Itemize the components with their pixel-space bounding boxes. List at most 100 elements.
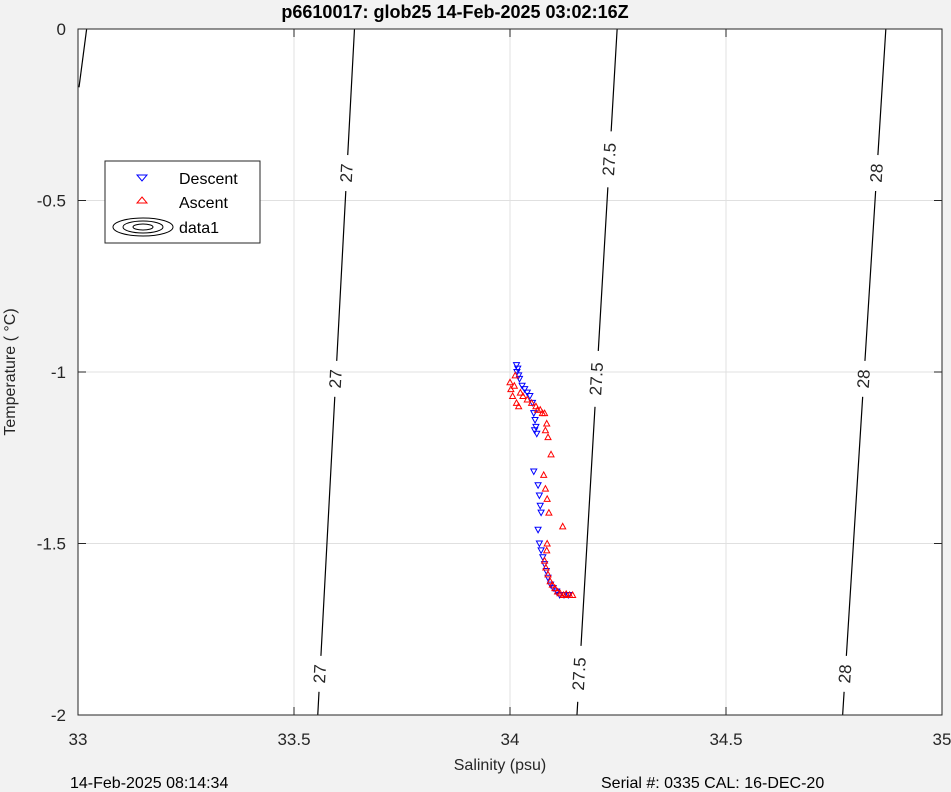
- contour-label: 28: [854, 369, 874, 389]
- ascent-point: [511, 371, 520, 379]
- ascent-point: [543, 539, 551, 547]
- footer-timestamp: 14-Feb-2025 08:14:34: [70, 775, 228, 792]
- descent-point: [518, 382, 526, 390]
- ascent-point: [559, 590, 568, 598]
- descent-point: [532, 423, 540, 431]
- ascent-point: [516, 388, 525, 396]
- axis-ticks: 33 33.5 34 34.5 35 0 -0.5 -1 -1.5 -2: [37, 20, 951, 749]
- ascent-point: [507, 385, 515, 393]
- x-axis-label: Salinity (psu): [454, 757, 546, 774]
- x-tick-label: 33: [69, 730, 88, 749]
- descent-point: [529, 468, 538, 476]
- ascent-point: [523, 395, 532, 403]
- legend-ascent-label: Ascent: [179, 195, 228, 212]
- ascent-point: [541, 484, 550, 492]
- descent-point: [531, 417, 539, 425]
- descent-point: [513, 365, 522, 373]
- footer-serial-cal: Serial #: 0335 CAL: 16-DEC-20: [601, 775, 824, 792]
- descent-point: [526, 393, 534, 401]
- ascent-point: [568, 590, 577, 598]
- ascent-point: [506, 378, 514, 386]
- contour-label: 28: [835, 664, 855, 684]
- ascent-point: [558, 522, 567, 530]
- x-tick-label: 35: [933, 730, 951, 749]
- x-tick-label: 33.5: [277, 730, 310, 749]
- descent-point: [544, 574, 552, 582]
- ascent-point: [510, 381, 519, 389]
- ascent-point: [556, 589, 564, 597]
- y-tick-label: -0.5: [37, 192, 66, 211]
- y-tick-label: -1.5: [37, 535, 66, 554]
- chart-title: p6610017: glob25 14-Feb-2025 03:02:16Z: [281, 2, 628, 22]
- contour-label: 27: [337, 163, 357, 183]
- y-tick-label: -2: [51, 706, 66, 725]
- ascent-point: [536, 405, 545, 413]
- ascent-point: [542, 546, 551, 554]
- descent-point: [546, 581, 555, 589]
- contour-label: 27.5: [569, 657, 590, 691]
- ascent-point: [512, 398, 521, 406]
- contour-label: 28: [867, 163, 887, 183]
- descent-point: [515, 375, 524, 383]
- ascent-point: [540, 409, 549, 417]
- descent-point: [529, 410, 538, 418]
- ascent-point: [532, 402, 540, 410]
- contour-label: 27.5: [599, 142, 620, 176]
- descent-point: [537, 547, 545, 555]
- descent-point: [532, 430, 541, 438]
- descent-point: [523, 389, 532, 397]
- contour-label: 27.5: [586, 362, 607, 396]
- y-axis-label: Temperature ( °C): [2, 308, 19, 435]
- descent-point: [520, 386, 529, 394]
- legend[interactable]: Descent Ascent data1: [104, 160, 261, 244]
- descent-point: [528, 399, 537, 407]
- x-tick-label: 34.5: [709, 730, 742, 749]
- y-tick-label: 0: [57, 20, 66, 39]
- ascent-point: [546, 577, 555, 585]
- legend-descent-marker: [135, 174, 149, 182]
- contour-label: 27: [326, 369, 346, 389]
- edge-contour-line: [78, 28, 88, 88]
- descent-point: [534, 526, 542, 534]
- ascent-point: [542, 563, 550, 571]
- legend-descent-label: Descent: [179, 171, 238, 188]
- descent-point: [564, 591, 573, 599]
- ascent-point: [541, 426, 550, 434]
- density-contour-line: [842, 28, 887, 716]
- ascent-point: [544, 570, 552, 578]
- ascent-point: [519, 391, 527, 400]
- descent-point: [512, 362, 521, 370]
- ascent-point: [548, 580, 557, 588]
- ascent-point: [508, 391, 517, 400]
- ascent-point: [542, 419, 551, 427]
- legend-contour-icon: [112, 217, 174, 237]
- ascent-point: [514, 402, 523, 410]
- ascent-point: [539, 470, 548, 478]
- descent-point: [537, 509, 545, 517]
- descent-point: [535, 540, 544, 548]
- descent-point: [530, 427, 539, 435]
- ascent-point: [562, 589, 571, 597]
- descent-point: [535, 492, 544, 500]
- legend-box: [104, 160, 261, 244]
- descent-point: [536, 502, 545, 510]
- legend-data1-label: data1: [179, 220, 219, 237]
- descent-point: [549, 585, 558, 593]
- contour-label: 27: [310, 664, 330, 684]
- descent-point: [534, 482, 542, 490]
- y-tick-label: -1: [51, 363, 66, 382]
- ascent-point: [527, 398, 536, 406]
- density-contour-line: [576, 28, 618, 716]
- ascent-point: [544, 433, 552, 441]
- ascent-point: [540, 556, 549, 564]
- legend-ascent-marker: [135, 196, 149, 204]
- scatter-points: [506, 362, 577, 599]
- density-contours: 27 27 27 27.5 27.5 27.5 28 28 28: [78, 28, 887, 716]
- density-contour-line: [317, 28, 356, 716]
- ascent-point: [551, 584, 559, 592]
- x-tick-label: 34: [501, 730, 520, 749]
- ascent-point: [547, 450, 555, 458]
- ascent-point: [545, 508, 553, 516]
- ascent-point: [543, 494, 551, 502]
